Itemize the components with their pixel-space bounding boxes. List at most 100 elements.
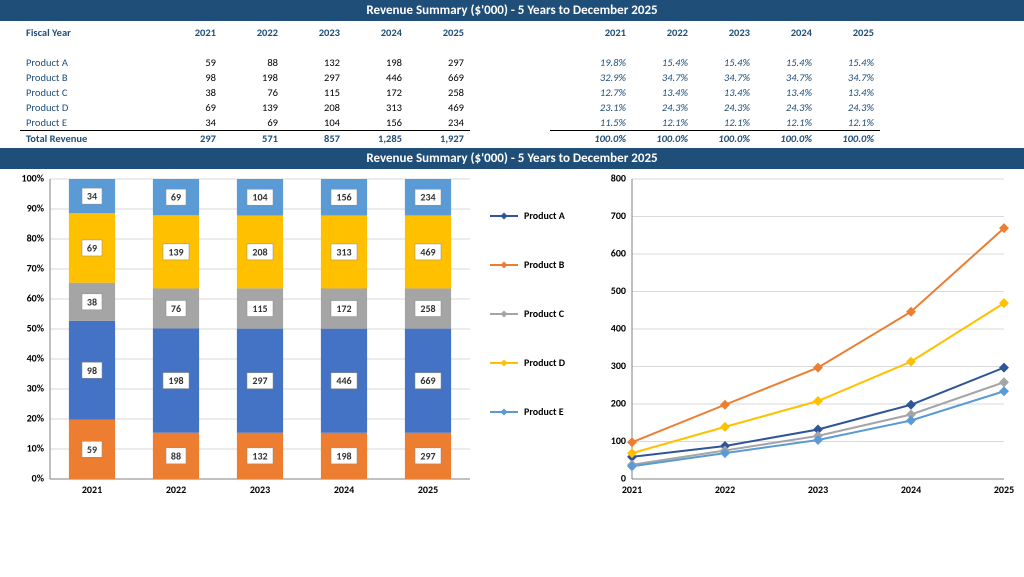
bar-value: 104	[252, 191, 267, 204]
year-header: 2025	[408, 25, 470, 40]
line-marker	[906, 400, 916, 410]
year-header: 2024	[756, 25, 818, 40]
value-cell: 69	[160, 100, 222, 115]
line-marker	[999, 377, 1009, 387]
x-axis-label: 2021	[622, 483, 642, 496]
bar-value: 59	[87, 443, 97, 456]
legend-label: Product A	[524, 209, 565, 222]
value-cell: 258	[408, 85, 470, 100]
svg-text:100%: 100%	[22, 171, 45, 184]
value-cell: 297	[284, 70, 346, 85]
product-label: Product E	[20, 115, 160, 131]
legend-swatch	[490, 407, 518, 417]
line-marker	[627, 437, 637, 447]
total-cell: 571	[222, 131, 284, 147]
legend-item: Product A	[490, 209, 584, 222]
pct-cell: 15.4%	[694, 55, 756, 70]
svg-text:500: 500	[611, 284, 626, 297]
table-row: 19.8%15.4%15.4%15.4%15.4%	[550, 55, 880, 70]
pct-cell: 13.4%	[632, 85, 694, 100]
bar-value: 198	[168, 374, 183, 387]
bar-value: 669	[420, 374, 435, 387]
bar-value: 34	[87, 190, 97, 203]
legend-label: Product B	[524, 258, 564, 271]
value-cell: 115	[284, 85, 346, 100]
svg-text:300: 300	[611, 359, 626, 372]
product-label: Product D	[20, 100, 160, 115]
pct-cell: 13.4%	[818, 85, 880, 100]
pct-cell: 12.1%	[632, 115, 694, 131]
bar-value: 258	[420, 302, 435, 315]
line-marker	[720, 400, 730, 410]
value-cell: 669	[408, 70, 470, 85]
svg-text:40%: 40%	[27, 351, 45, 364]
table-row: 23.1%24.3%24.3%24.3%24.3%	[550, 100, 880, 115]
legend-swatch	[490, 260, 518, 270]
pct-cell: 24.3%	[694, 100, 756, 115]
product-label: Product C	[20, 85, 160, 100]
x-axis-label: 2025	[418, 483, 438, 496]
legend-swatch	[490, 211, 518, 221]
bar-value: 297	[252, 374, 267, 387]
year-header: 2025	[818, 25, 880, 40]
value-cell: 234	[408, 115, 470, 131]
chart-legend: Product A Product B Product C Product D Prod…	[490, 169, 584, 509]
value-cell: 59	[160, 55, 222, 70]
bar-value: 139	[168, 245, 183, 258]
svg-text:30%: 30%	[27, 381, 45, 394]
bar-value: 88	[171, 449, 181, 462]
x-axis-label: 2023	[250, 483, 270, 496]
total-cell: 1,285	[346, 131, 408, 147]
line-marker	[813, 363, 823, 373]
bar-value: 446	[336, 374, 351, 387]
value-cell: 34	[160, 115, 222, 131]
value-cell: 198	[222, 70, 284, 85]
table-row: Product B98198297446669	[20, 70, 470, 85]
pct-total-cell: 100.0%	[818, 131, 880, 147]
pct-cell: 12.1%	[818, 115, 880, 131]
legend-label: Product D	[524, 356, 565, 369]
svg-text:60%: 60%	[27, 291, 45, 304]
values-table: Fiscal Year20212022202320242025 Product …	[20, 25, 470, 146]
svg-text:700: 700	[611, 209, 626, 222]
value-cell: 104	[284, 115, 346, 131]
svg-text:0%: 0%	[32, 471, 45, 484]
pct-cell: 12.7%	[570, 85, 632, 100]
legend-swatch	[490, 309, 518, 319]
bar-value: 297	[420, 449, 435, 462]
value-cell: 38	[160, 85, 222, 100]
value-cell: 208	[284, 100, 346, 115]
value-cell: 297	[408, 55, 470, 70]
table-row: 11.5%12.1%12.1%12.1%12.1%	[550, 115, 880, 131]
bar-value: 469	[420, 245, 435, 258]
svg-text:800: 800	[611, 171, 626, 184]
year-header: 2022	[632, 25, 694, 40]
value-cell: 156	[346, 115, 408, 131]
svg-text:90%: 90%	[27, 201, 45, 214]
product-label: Product A	[20, 55, 160, 70]
bar-value: 115	[252, 302, 267, 315]
table-row: Product A5988132198297	[20, 55, 470, 70]
legend-label: Product E	[524, 405, 564, 418]
bar-value: 38	[87, 295, 97, 308]
value-cell: 313	[346, 100, 408, 115]
bar-value: 234	[420, 191, 435, 204]
bar-value: 313	[336, 245, 351, 258]
line-series	[632, 228, 1004, 442]
table-row: 12.7%13.4%13.4%13.4%13.4%	[550, 85, 880, 100]
legend-label: Product C	[524, 307, 564, 320]
pct-cell: 19.8%	[570, 55, 632, 70]
table-row: 32.9%34.7%34.7%34.7%34.7%	[550, 70, 880, 85]
value-cell: 172	[346, 85, 408, 100]
values-header-row: Fiscal Year20212022202320242025	[20, 25, 470, 40]
x-axis-label: 2022	[166, 483, 186, 496]
x-axis-label: 2024	[334, 483, 354, 496]
bar-value: 198	[336, 449, 351, 462]
value-cell: 88	[222, 55, 284, 70]
x-axis-label: 2022	[715, 483, 735, 496]
svg-text:600: 600	[611, 246, 626, 259]
pct-cell: 12.1%	[756, 115, 818, 131]
pct-cell: 34.7%	[632, 70, 694, 85]
bar-value: 172	[336, 302, 351, 315]
line-marker	[999, 386, 1009, 396]
